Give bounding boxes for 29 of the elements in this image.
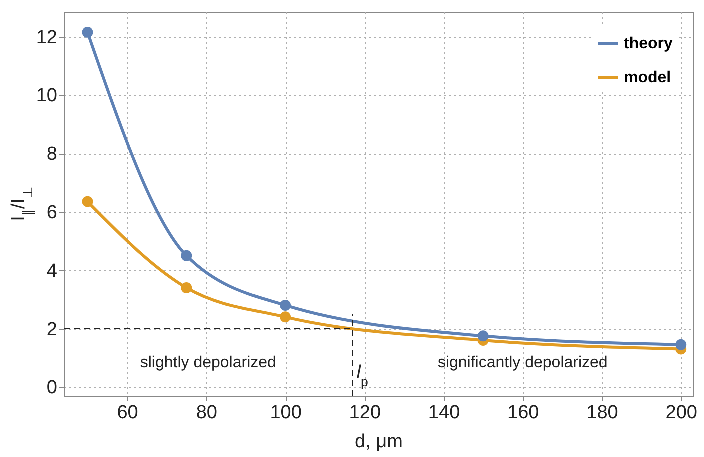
point [82, 26, 94, 38]
x-tick-label: 120 [349, 402, 382, 424]
point [82, 196, 94, 208]
y-tick-label: 6 [46, 202, 58, 224]
y-tick-label: 4 [46, 260, 58, 282]
x-tick-label: 80 [196, 402, 218, 424]
y-tick-label: 2 [46, 319, 58, 340]
x-tick-label: 160 [508, 402, 540, 424]
legend-label: model [624, 70, 672, 86]
x-tick-label: 140 [428, 402, 460, 424]
x-tick-label: 60 [117, 402, 138, 424]
x-tick-label: 100 [270, 402, 302, 424]
x-axis-title: d, μm [355, 432, 403, 452]
ref-line-label: l$_{p}$ [356, 362, 368, 390]
point [280, 312, 292, 323]
y-tick-label: 0 [46, 378, 58, 399]
point [676, 339, 687, 350]
point [478, 330, 489, 342]
x-tick-label: 180 [586, 402, 618, 424]
point [181, 250, 192, 262]
point [280, 300, 292, 311]
y-tick-label: 8 [46, 144, 58, 166]
legend-label: theory [624, 36, 673, 52]
x-tick-label: 200 [666, 402, 698, 424]
annotation: slightly depolarized [140, 354, 276, 372]
y-tick-label: 10 [36, 86, 58, 107]
annotation: significantly depolarized [438, 354, 608, 372]
point [181, 282, 192, 294]
y-tick-label: 12 [36, 27, 58, 48]
